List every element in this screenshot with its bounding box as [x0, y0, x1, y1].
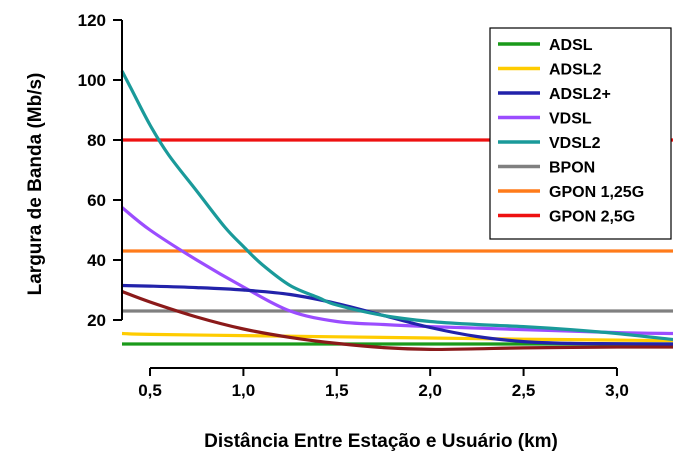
- y-tick-label: 40: [87, 251, 106, 270]
- x-tick-label: 1,5: [325, 381, 349, 400]
- series-line-unlabeled: [121, 290, 673, 352]
- x-tick-label: 1,0: [232, 381, 256, 400]
- series-layer: [120, 70, 673, 352]
- legend-label: BPON: [549, 160, 595, 177]
- legend-label: ADSL2: [549, 62, 602, 79]
- x-tick-label: 2,5: [512, 381, 536, 400]
- y-axis-title: Largura de Banda (Mb/s): [25, 73, 46, 296]
- legend-label: VDSL: [549, 111, 592, 128]
- y-tick-label: 80: [87, 131, 106, 150]
- x-tick-label: 2,0: [418, 381, 442, 400]
- legend-label: VDSL2: [549, 135, 601, 152]
- series-line-vdsl2: [120, 70, 673, 342]
- x-tick-label: 3,0: [605, 381, 629, 400]
- y-tick-label: 20: [87, 311, 106, 330]
- series-line-vdsl: [120, 206, 673, 336]
- axes-layer: 20 40 60 80 100 120 0,5 1,0 1,5 2,0 2,5 3,0: [78, 11, 629, 400]
- y-tick-label: 120: [78, 11, 106, 30]
- legend-label: GPON 1,25G: [549, 184, 644, 201]
- legend: ADSL ADSL2 ADSL2+ VDSL VDSL2 BPON GPON 1,25G GP…: [489, 27, 672, 240]
- legend-label: ADSL: [549, 37, 593, 54]
- legend-label: GPON 2,5G: [549, 209, 635, 226]
- x-axis-title: Distância Entre Estação e Usuário (km): [204, 431, 558, 452]
- y-tick-label: 60: [87, 191, 106, 210]
- series-line-adsl2: [121, 331, 673, 343]
- y-tick-label: 100: [78, 71, 106, 90]
- legend-label: ADSL2+: [549, 86, 611, 103]
- x-tick-label: 0,5: [138, 381, 162, 400]
- legend-box: [489, 27, 672, 240]
